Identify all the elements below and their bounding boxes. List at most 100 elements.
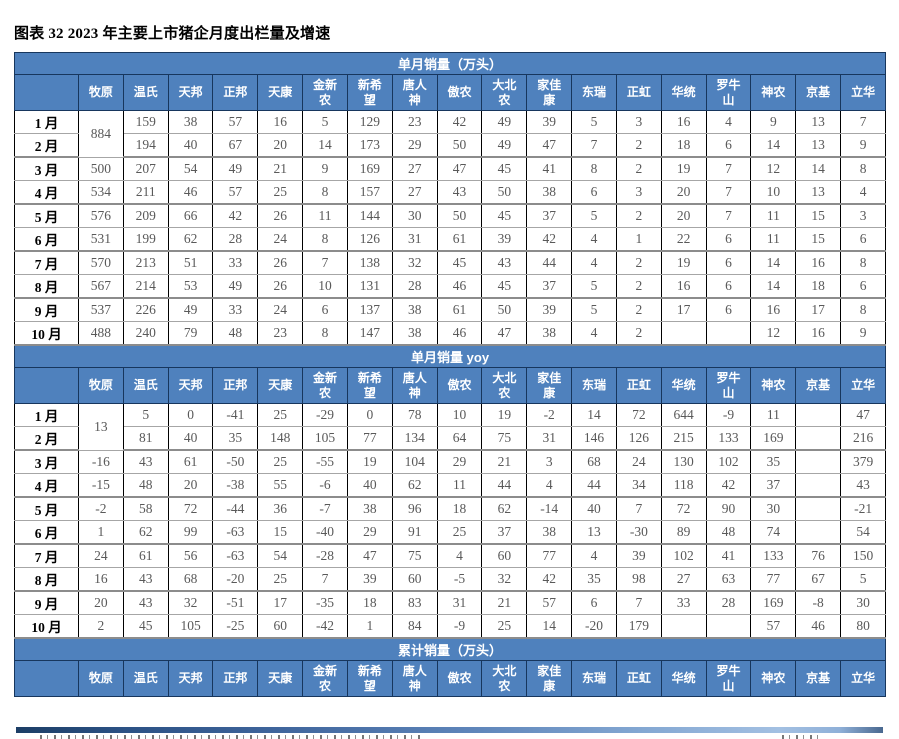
table-cell: 214 <box>122 274 169 299</box>
table-cell: -28 <box>302 543 348 568</box>
table-cell: 25 <box>257 567 304 592</box>
table-cell: 105 <box>167 614 214 639</box>
table-cell: 30 <box>391 203 438 228</box>
table-cell: 4 <box>436 543 483 568</box>
table-cell: 28 <box>705 590 752 615</box>
table-cell: 6 <box>840 274 887 299</box>
table-cell <box>795 473 842 498</box>
table-cell: 11 <box>302 203 348 228</box>
table-cell: 5 <box>571 203 617 228</box>
table-cell: 37 <box>481 520 528 545</box>
table-cell: 133 <box>750 543 797 568</box>
table-cell: 24 <box>78 543 124 568</box>
table-cell: 20 <box>78 590 124 615</box>
table-cell: 46 <box>167 180 214 205</box>
table-cell: 6 <box>705 133 752 158</box>
table-cell: 32 <box>391 250 438 275</box>
table-cell: 8 <box>571 156 617 181</box>
col-header-company-0: 牧原 <box>78 660 124 697</box>
table-cell: 43 <box>840 473 887 498</box>
table-cell: 3 <box>526 449 573 474</box>
table-cell: 30 <box>840 590 887 615</box>
table-cell: 68 <box>571 449 617 474</box>
table-cell: 2 <box>615 203 662 228</box>
table-cell: 21 <box>481 590 528 615</box>
table-cell: 24 <box>257 297 304 322</box>
table-cell: 207 <box>122 156 169 181</box>
table-cell: 213 <box>122 250 169 275</box>
table-cell: 3 <box>615 180 662 205</box>
row-label-month: 7 月 <box>14 543 79 568</box>
table-cell: 57 <box>212 110 259 134</box>
table-cell: -20 <box>212 567 259 592</box>
table-cell: 209 <box>122 203 169 228</box>
table-cell <box>705 321 752 346</box>
table-cell: 47 <box>436 156 483 181</box>
table-cell: 159 <box>122 110 169 134</box>
table-cell: 17 <box>257 590 304 615</box>
table-cell: 33 <box>660 590 707 615</box>
col-header-company-17: 立华 <box>840 660 887 697</box>
table-cell: 89 <box>660 520 707 545</box>
table-cell: -2 <box>78 496 124 521</box>
table-cell: 29 <box>391 133 438 158</box>
table-cell <box>795 426 842 451</box>
table-cell: 47 <box>526 133 573 158</box>
table-cell: 33 <box>212 250 259 275</box>
table-cell: -25 <box>212 614 259 639</box>
table-cell: 7 <box>840 110 887 134</box>
table-cell: 16 <box>660 110 707 134</box>
table-cell: 4 <box>526 473 573 498</box>
table-cell: 104 <box>391 449 438 474</box>
table-cell: 60 <box>257 614 304 639</box>
table-cell: 500 <box>78 156 124 181</box>
table-cell: 26 <box>257 203 304 228</box>
table-cell: 17 <box>795 297 842 322</box>
table-cell: 24 <box>257 227 304 252</box>
table-cell: 4 <box>571 543 617 568</box>
table-cell: 38 <box>526 520 573 545</box>
table-cell: 18 <box>346 590 393 615</box>
table-cell: 5 <box>122 403 169 427</box>
table-cell: 58 <box>122 496 169 521</box>
table-cell: 67 <box>212 133 259 158</box>
table-cell: 18 <box>660 133 707 158</box>
col-header-company-13: 华统 <box>660 367 707 404</box>
table-cell: 24 <box>615 449 662 474</box>
table-cell: 48 <box>122 473 169 498</box>
table-cell: 11 <box>436 473 483 498</box>
table-cell: 179 <box>615 614 662 639</box>
row-label-month: 6 月 <box>14 520 79 545</box>
table-cell: -14 <box>526 496 573 521</box>
cell-muyuan-jan-feb-merged: 884 <box>78 110 124 158</box>
table-cell: 16 <box>78 567 124 592</box>
table-cell: 45 <box>481 203 528 228</box>
table-cell: 54 <box>840 520 887 545</box>
table-cell: 61 <box>167 449 214 474</box>
table-cell: -5 <box>436 567 483 592</box>
col-header-company-4: 天康 <box>257 367 304 404</box>
table-cell: 21 <box>257 156 304 181</box>
table-cell: 61 <box>436 227 483 252</box>
table-cell: 53 <box>167 274 214 299</box>
table-cell: 31 <box>391 227 438 252</box>
row-label-month: 4 月 <box>14 180 79 205</box>
table-cell: 72 <box>660 496 707 521</box>
table-cell: 169 <box>346 156 393 181</box>
table-cell: 0 <box>346 403 393 427</box>
col-header-company-2: 天邦 <box>167 660 214 697</box>
row-label-month: 9 月 <box>14 590 79 615</box>
table-cell: 2 <box>615 321 662 346</box>
table-cell: 23 <box>391 110 438 134</box>
table-cell: -30 <box>615 520 662 545</box>
table-cell: 3 <box>840 203 887 228</box>
table-cell: 91 <box>391 520 438 545</box>
table-cell: 83 <box>391 590 438 615</box>
row-label-month: 2 月 <box>14 133 79 158</box>
table-cell: 51 <box>167 250 214 275</box>
table-cell: 147 <box>346 321 393 346</box>
table-cell: 2 <box>615 133 662 158</box>
table-cell: -50 <box>212 449 259 474</box>
table-cell: -6 <box>302 473 348 498</box>
table-cell: 6 <box>840 227 887 252</box>
